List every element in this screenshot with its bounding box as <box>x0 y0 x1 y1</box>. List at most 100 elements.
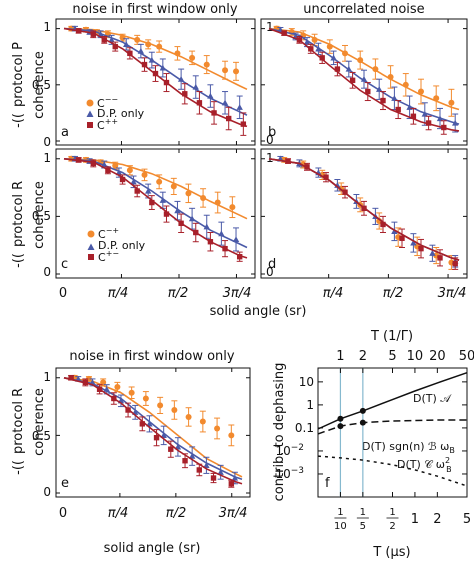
panel-f-xtick-top-label: 10 <box>407 349 424 364</box>
panel-b-point-blue <box>315 45 322 52</box>
panel-c-point-orange <box>126 167 133 174</box>
panel-b-point-blue <box>345 65 352 72</box>
panel-b-point-orange <box>387 73 394 80</box>
panel-f-ytick-label: 10−3 <box>275 466 304 481</box>
row-label-protocol-r-bottom: protocol R <box>11 388 26 454</box>
ytick-b-1: 1 <box>266 20 274 34</box>
panel-e-point-red <box>182 458 188 464</box>
panel-b-point-red <box>334 66 341 72</box>
panel-e-frame <box>55 367 251 498</box>
panel-f-xtick-top-label: 2 <box>359 349 367 364</box>
panel-e-plot <box>56 368 250 497</box>
panel-b-point-red <box>319 55 325 61</box>
panel-c-point-orange <box>185 190 192 197</box>
panel-b-point-blue <box>376 86 383 92</box>
ytick-e-1: 1 <box>43 370 51 384</box>
xtick-e-pi2: π/2 <box>166 506 186 521</box>
panel-a-point-red <box>127 50 133 57</box>
panel-f-xtick-frac-den: 2 <box>389 521 395 532</box>
panel-f-xtick-top-label: 1 <box>336 349 344 364</box>
panel-a-point-orange <box>156 43 163 50</box>
panel-b-point-blue <box>421 110 428 117</box>
legend-mid-blue-marker <box>87 243 95 250</box>
panel-letter-d: d <box>268 257 276 272</box>
panel-letter-a: a <box>61 125 69 140</box>
panel-d-point-red <box>285 158 291 164</box>
row-label-protocol-r: protocol R <box>11 181 26 247</box>
panel-a-point-orange <box>174 50 181 57</box>
panel-a-point-red <box>163 79 170 86</box>
ytick-c-0: 0 <box>43 265 51 279</box>
panel-c-point-blue <box>159 197 167 203</box>
panel-d-point-red <box>361 205 367 212</box>
panel-f-xtick-frac-den: 5 <box>360 521 366 532</box>
panel-f-ytick-label: 10 <box>299 375 314 389</box>
panel-c-point-blue <box>101 161 108 168</box>
panel-f-point <box>359 419 366 426</box>
panel-letter-b: b <box>268 125 276 140</box>
legend-mid-red-marker <box>88 254 94 260</box>
panel-a-point-red <box>90 31 96 37</box>
panel-c-point-orange <box>141 171 148 178</box>
ylabel-coherence-c: coherence <box>32 181 47 249</box>
panel-e-point-orange <box>171 407 178 414</box>
panel-c-fit-orange <box>63 158 248 220</box>
ytick-e-0: 0 <box>43 485 51 499</box>
panel-d-point-red <box>323 174 329 180</box>
panel-f-xtick-top-label: 50 <box>459 349 474 364</box>
panel-f-ytick-label: 1 <box>306 398 314 412</box>
panel-e-point-orange <box>228 432 235 439</box>
panel-d-point-blue <box>429 250 436 256</box>
panel-e-point-red <box>125 407 131 413</box>
panel-e-point-red <box>228 481 235 487</box>
panel-d-plot <box>261 149 467 278</box>
panel-c-point-red <box>236 254 243 260</box>
panel-f-xtick-frac-den: 10 <box>334 521 347 532</box>
panel-e-point-red <box>96 386 103 392</box>
panel-c-point-red <box>75 157 82 163</box>
panel-a-point-blue <box>108 36 115 43</box>
panel-a-point-blue <box>221 99 229 106</box>
panel-c-fit-red <box>63 158 248 259</box>
panel-b-point-red <box>296 37 303 43</box>
ytick-c-1: 1 <box>43 151 51 165</box>
header-right: uncorrelated noise <box>303 2 424 17</box>
panel-f-ytick-sup: −3 <box>291 466 304 476</box>
legend-top-blue-marker <box>86 110 94 117</box>
panel-a-point-red <box>240 121 247 127</box>
xtick-c-pi4: π/4 <box>108 286 128 301</box>
panel-a-point-blue <box>159 64 167 71</box>
xtick-d-pi2: π/2 <box>383 286 403 301</box>
ytick-b-0: 0 <box>266 133 274 147</box>
panel-b-point-orange <box>448 99 455 106</box>
panel-a-point-blue <box>207 92 214 99</box>
panel-b-point-red <box>410 113 417 119</box>
panel-f-curve-dotted <box>317 455 468 487</box>
xtick-d-3pi4: 3π/4 <box>438 286 467 301</box>
panel-a-point-blue <box>123 41 130 47</box>
panel-b-point-blue <box>436 115 444 122</box>
row-label-protocol-p: protocol P <box>11 42 26 107</box>
panel-b-point-red <box>380 97 386 104</box>
panel-b-point-blue <box>330 54 337 61</box>
panel-e-point-orange <box>214 425 221 432</box>
panel-b-point-red <box>395 106 401 113</box>
panel-d-point-blue <box>410 239 417 246</box>
panel-b-point-red <box>281 30 287 36</box>
legend-top-orange-marker <box>86 99 94 107</box>
panel-a-point-blue <box>192 83 199 90</box>
f-label-C: D(T) 𝒞 ω2 B <box>397 456 452 474</box>
panel-c-point-orange <box>214 199 221 206</box>
panel-e-point-orange <box>128 389 135 396</box>
panel-a-point-red <box>226 115 232 122</box>
legend-mid-orange-marker <box>87 230 95 238</box>
ytick-e-05: 0.5 <box>32 429 51 443</box>
panel-b-fit-blue <box>268 27 460 125</box>
row-icon-r-bottom: -(( <box>11 460 26 475</box>
panel-b-point-orange <box>311 36 318 43</box>
panel-b-point-red <box>425 120 432 126</box>
panel-c-point-orange <box>112 162 119 169</box>
panel-a-point-blue <box>137 47 145 54</box>
panel-c-point-blue <box>218 230 225 237</box>
